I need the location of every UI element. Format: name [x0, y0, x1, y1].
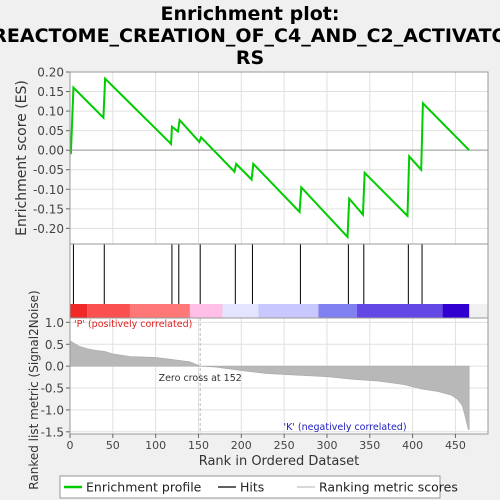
metric-tick-label: -0.5: [41, 382, 64, 396]
x-tick-label: 200: [231, 439, 252, 452]
metric-panel: 1.0 0.5 0.0 -0.5 -1.0 -1.5 'P' (positively cor…: [27, 290, 489, 490]
metric-tick-label: -1.5: [41, 425, 64, 439]
title-line: Enrichment plot:: [161, 3, 340, 25]
positive-label: 'P' (positively correlated): [74, 319, 192, 330]
x-tick-label: 250: [274, 439, 295, 452]
x-tick-label: 50: [106, 439, 120, 452]
es-ylabel: Enrichment score (ES): [14, 80, 30, 236]
metric-ylabel: Ranked list metric (Signal2Noise): [27, 290, 41, 489]
negative-label: 'K' (negatively correlated): [283, 422, 406, 433]
colorbar-segment: [258, 304, 319, 318]
metric-tick-label: -1.0: [41, 403, 64, 417]
colorbar-segment: [189, 304, 223, 318]
zero-cross-label: Zero cross at 152: [159, 373, 242, 384]
es-plot-area: [70, 72, 488, 244]
metric-tick-label: 0.5: [45, 338, 64, 352]
es-tick-label: 0.15: [37, 85, 64, 99]
legend-box: [59, 475, 441, 499]
x-tick-label: 100: [145, 439, 166, 452]
ranking-metric-area: [69, 340, 470, 430]
hits-panel: [69, 243, 489, 319]
legend-label: Enrichment profile: [86, 480, 202, 495]
metric-frame: [69, 317, 489, 435]
colorbar-segment: [87, 304, 130, 318]
colorbar-segment: [222, 304, 259, 318]
title-line: RS: [236, 47, 264, 69]
colorbar-segment: [442, 304, 470, 318]
x-axis-label: Rank in Ordered Dataset: [199, 454, 360, 469]
metric-tick-label: 1.0: [45, 316, 64, 330]
x-tick-label: 400: [402, 439, 423, 452]
colorbar-segment: [318, 304, 357, 318]
colorbar-segment: [356, 304, 443, 318]
es-tick-label: -0.15: [33, 202, 64, 216]
es-tick-label: 0.00: [37, 144, 64, 158]
enrichment-profile-line: [69, 76, 470, 240]
metric-tick-label: 0.0: [45, 360, 64, 374]
es-tick-label: 0.20: [37, 66, 64, 80]
title-line: REACTOME_CREATION_OF_C4_AND_C2_ACTIVATO: [0, 25, 500, 47]
x-tick-label: 450: [445, 439, 466, 452]
hits-area: [70, 244, 488, 304]
es-tick-label: -0.20: [33, 222, 64, 236]
legend: Enrichment profile Hits Ranking metric sco…: [59, 475, 458, 499]
legend-label: Ranking metric scores: [319, 480, 458, 495]
es-tick-label: -0.05: [33, 163, 64, 177]
es-panel: 0.20 0.15 0.10 0.05 0.00 -0.05 -0.10 -0.15 -0.20…: [14, 66, 489, 245]
colorbar-segment: [129, 304, 190, 318]
x-tick-label: 0: [67, 439, 74, 452]
es-tick-label: -0.10: [33, 183, 64, 197]
x-tick-label: 350: [359, 439, 380, 452]
chart-title: Enrichment plot:REACTOME_CREATION_OF_C4_…: [0, 3, 500, 69]
es-tick-label: 0.05: [37, 124, 64, 138]
es-tick-label: 0.10: [37, 105, 64, 119]
x-tick-label: 150: [188, 439, 209, 452]
colorbar-segment: [70, 304, 88, 318]
x-tick-label: 300: [316, 439, 337, 452]
legend-label: Hits: [240, 480, 264, 495]
